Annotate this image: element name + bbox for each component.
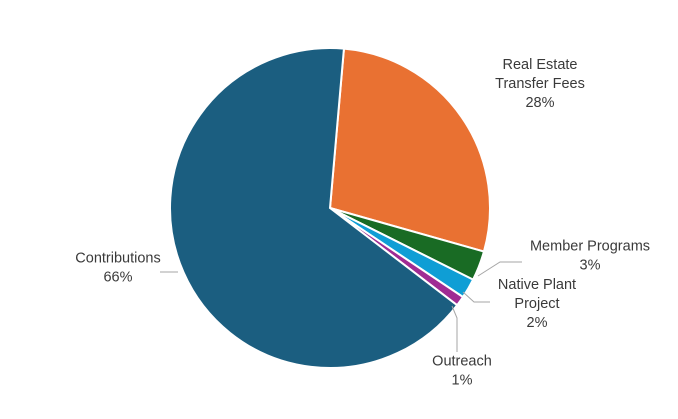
slice-name-label: Project [514,296,559,312]
pie-slices [169,47,491,370]
slice-name-label: Transfer Fees [495,76,585,92]
slice-value-label: 2% [527,315,548,331]
slice-value-label: 28% [525,95,554,111]
slice-label: Contributions 66% [75,251,160,286]
slice-name-label: Member Programs [530,239,650,255]
slice-label: Outreach 1% [432,354,492,389]
slice-label: Real Estate Transfer Fees 28% [495,57,585,111]
leader-line [462,291,490,303]
slice-label: Native Plant Project 2% [498,277,576,331]
slice-name-label: Outreach [432,354,492,370]
slice-name-label: Contributions [75,251,160,267]
leader-line [477,261,522,277]
leader-line [451,305,458,352]
slice-value-label: 66% [103,270,132,286]
slice-label: Member Programs 3% [530,239,650,274]
slice-labels: Real Estate Transfer Fees 28% Member Progra… [75,57,650,389]
pie-slice-real-estate-transfer-fees [328,47,491,253]
leader-lines [160,261,522,352]
slice-value-label: 1% [452,373,473,389]
slice-name-label: Real Estate [503,57,578,73]
slice-name-label: Native Plant [498,277,576,293]
slice-value-label: 3% [580,258,601,274]
pie-slice-contributions [169,47,459,370]
